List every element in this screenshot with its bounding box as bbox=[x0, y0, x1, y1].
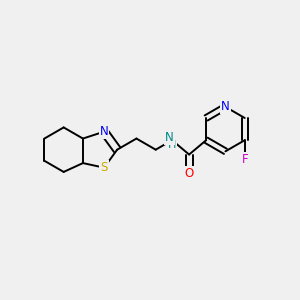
Text: H: H bbox=[168, 140, 176, 150]
Text: S: S bbox=[100, 161, 108, 174]
Text: N: N bbox=[100, 125, 109, 138]
Text: N: N bbox=[221, 100, 230, 113]
Text: N: N bbox=[165, 131, 174, 144]
Text: F: F bbox=[242, 153, 248, 166]
Text: O: O bbox=[184, 167, 194, 180]
